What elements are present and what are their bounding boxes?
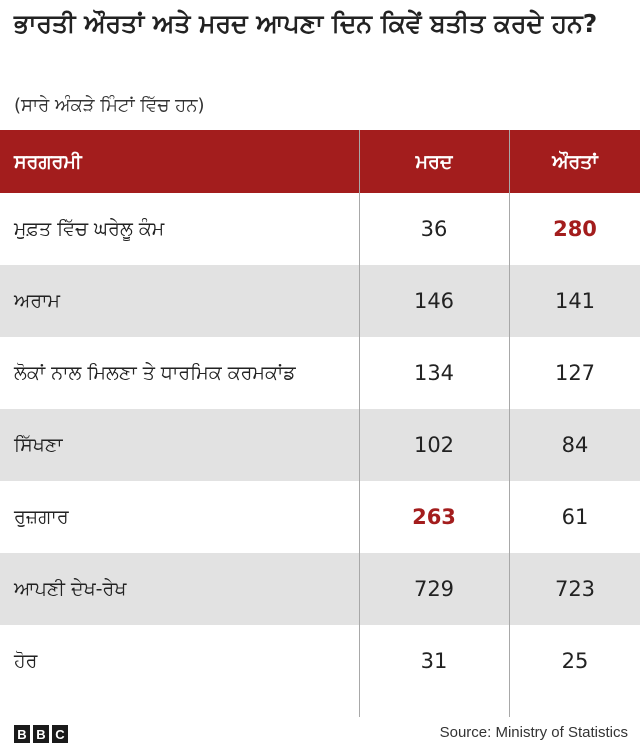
bbc-logo-letter: C — [52, 725, 68, 743]
women-value-cell: 280 — [553, 217, 597, 241]
activity-cell: ਹੋਰ — [14, 650, 38, 672]
men-value-cell: 263 — [412, 505, 456, 529]
chart-subtitle: (ਸਾਰੇ ਅੰਕੜੇ ਮਿੰਟਾਂ ਵਿੱਚ ਹਨ) — [14, 95, 205, 116]
women-value-cell: 723 — [554, 577, 596, 601]
activity-cell: ਰੁਜ਼ਗਾਰ — [14, 506, 69, 528]
activity-cell: ਲੋਕਾਂ ਨਾਲ ਮਿਲਣਾ ਤੇ ਧਾਰਮਿਕ ਕਰਮਕਾਂਡ — [14, 362, 296, 384]
column-divider — [509, 130, 510, 717]
bbc-logo-letter: B — [14, 725, 30, 743]
chart-title: ਭਾਰਤੀ ਔਰਤਾਂ ਅਤੇ ਮਰਦ ਆਪਣਾ ਦਿਨ ਕਿਵੇਂ ਬਤੀਤ … — [14, 9, 598, 38]
women-value-cell: 141 — [554, 289, 596, 313]
data-table: ਸਰਗਰਮੀ ਮਰਦ ਔਰਤਾਂ ਮੁਫ਼ਤ ਵਿੱਚ ਘਰੇਲੂ ਕੰਮ 36 2… — [0, 130, 640, 697]
column-divider — [359, 130, 360, 717]
activity-cell: ਮੁਫ਼ਤ ਵਿੱਚ ਘਰੇਲੂ ਕੰਮ — [14, 218, 165, 240]
header-men: ਮਰਦ — [415, 150, 453, 173]
men-value-cell: 134 — [413, 361, 455, 385]
men-value-cell: 146 — [413, 289, 455, 313]
header-activity: ਸਰਗਰਮੀ — [14, 150, 82, 173]
header-women: ਔਰਤਾਂ — [552, 150, 598, 173]
men-value-cell: 31 — [420, 649, 448, 673]
women-value-cell: 61 — [561, 505, 589, 529]
women-value-cell: 127 — [554, 361, 596, 385]
men-value-cell: 729 — [413, 577, 455, 601]
table-row: ਹੋਰ 31 25 — [0, 625, 640, 697]
table-row: ਰੁਜ਼ਗਾਰ 263 61 — [0, 481, 640, 553]
table-row: ਲੋਕਾਂ ਨਾਲ ਮਿਲਣਾ ਤੇ ਧਾਰਮਿਕ ਕਰਮਕਾਂਡ 134 127 — [0, 337, 640, 409]
table-row: ਮੁਫ਼ਤ ਵਿੱਚ ਘਰੇਲੂ ਕੰਮ 36 280 — [0, 193, 640, 265]
table-row: ਸਿੱਖਣਾ 102 84 — [0, 409, 640, 481]
activity-cell: ਸਿੱਖਣਾ — [14, 434, 63, 456]
men-value-cell: 36 — [420, 217, 448, 241]
activity-cell: ਅਰਾਮ — [14, 290, 61, 312]
table-row: ਅਰਾਮ 146 141 — [0, 265, 640, 337]
table-row: ਆਪਣੀ ਦੇਖ-ਰੇਖ 729 723 — [0, 553, 640, 625]
source-note: Source: Ministry of Statistics — [439, 724, 628, 741]
table-header-row: ਸਰਗਰਮੀ ਮਰਦ ਔਰਤਾਂ — [0, 130, 640, 193]
table-body: ਮੁਫ਼ਤ ਵਿੱਚ ਘਰੇਲੂ ਕੰਮ 36 280 ਅਰਾਮ 146 141 ਲੋਕਾਂ… — [0, 193, 640, 697]
women-value-cell: 84 — [561, 433, 589, 457]
bbc-logo-letter: B — [33, 725, 49, 743]
men-value-cell: 102 — [413, 433, 455, 457]
women-value-cell: 25 — [561, 649, 589, 673]
activity-cell: ਆਪਣੀ ਦੇਖ-ਰੇਖ — [14, 578, 127, 600]
